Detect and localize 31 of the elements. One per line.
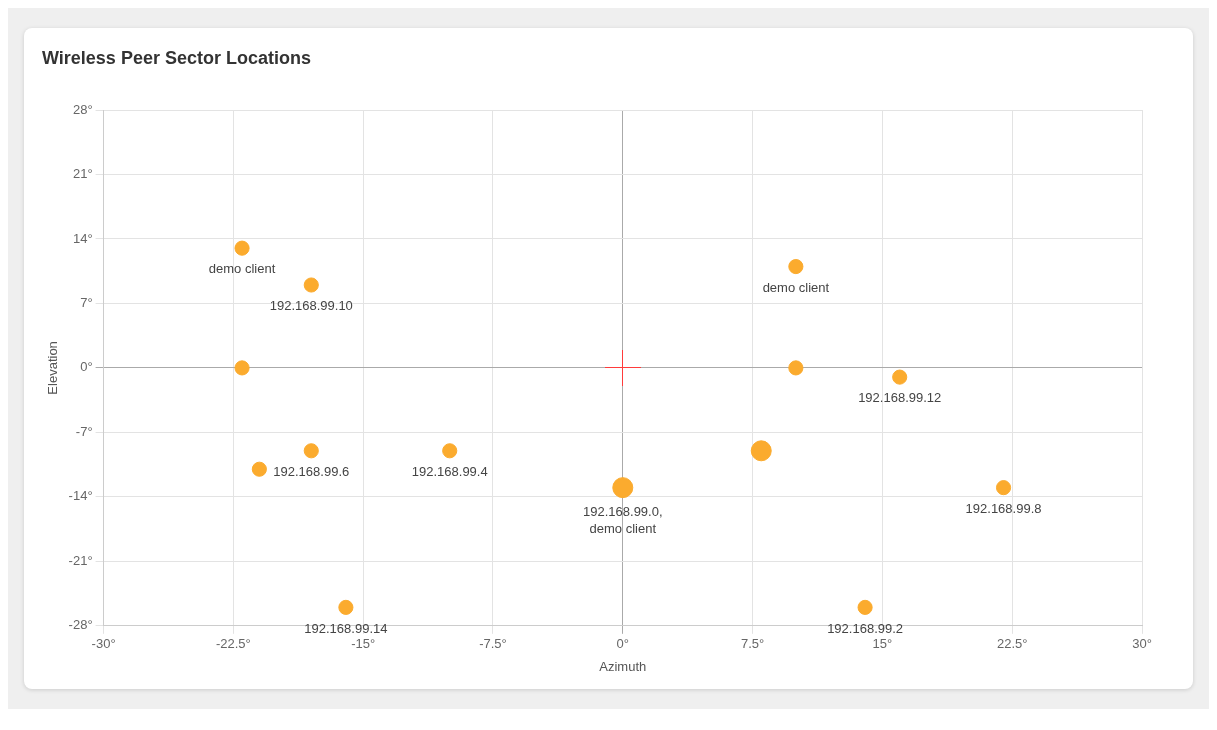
- y-tick-label: -7°: [75, 423, 93, 439]
- y-tick-label: -21°: [68, 552, 93, 568]
- y-tick-label: -28°: [68, 617, 93, 633]
- x-tick-label: -22.5°: [215, 636, 251, 652]
- x-axis-title: Azimuth: [599, 658, 647, 674]
- y-tick-label: 21°: [72, 166, 93, 182]
- x-tick-label: 30°: [1132, 636, 1152, 652]
- y-axis-title: Elevation: [45, 341, 61, 395]
- x-tick-label: 0°: [616, 636, 630, 652]
- x-tick-label: 22.5°: [996, 636, 1028, 652]
- data-label: 192.168.99.2: [827, 620, 904, 636]
- data-label: demo client: [762, 279, 830, 295]
- x-tick-label: 7.5°: [740, 636, 765, 652]
- y-tick-label: 7°: [80, 295, 93, 310]
- data-label: 192.168.99.0, demo client: [583, 503, 663, 536]
- x-tick-label: -30°: [91, 636, 116, 652]
- data-label: 192.168.99.10: [269, 298, 353, 314]
- data-label: demo client: [208, 261, 276, 277]
- data-label: 192.168.99.8: [965, 500, 1042, 516]
- y-tick-label: 28°: [72, 101, 93, 117]
- data-label: 192.168.99.4: [411, 463, 488, 479]
- data-label: 192.168.99.6: [273, 463, 350, 479]
- data-label: 192.168.99.12: [858, 390, 942, 406]
- y-tick-label: 0°: [80, 359, 93, 375]
- data-label: 192.168.99.14: [304, 620, 388, 636]
- y-tick-label: 14°: [72, 230, 93, 246]
- chart-title: Wireless Peer Sector Locations: [42, 48, 312, 69]
- y-tick-label: -14°: [68, 488, 93, 504]
- x-tick-label: -15°: [351, 636, 376, 652]
- x-tick-label: 15°: [872, 636, 893, 652]
- x-tick-label: -7.5°: [479, 636, 507, 652]
